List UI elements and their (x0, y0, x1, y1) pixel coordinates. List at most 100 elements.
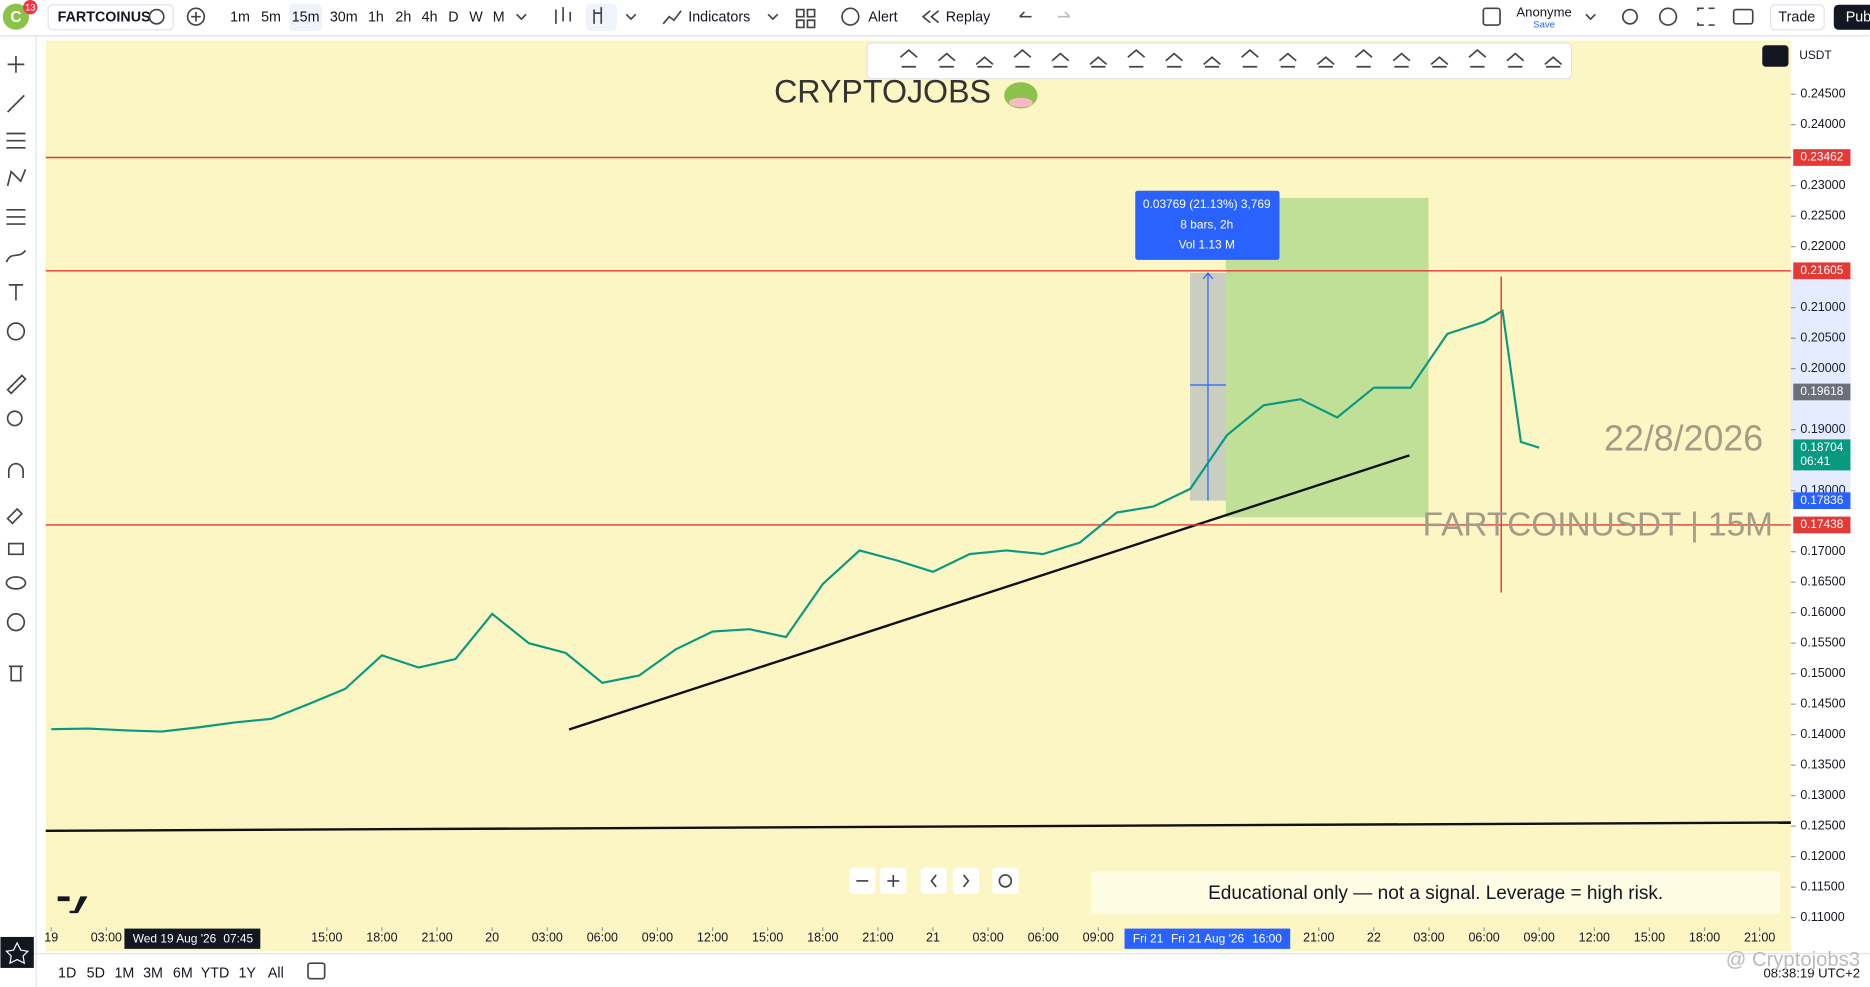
interval[interactable]: D (448, 10, 458, 26)
layout-icon[interactable] (1482, 7, 1501, 26)
range-button[interactable]: All (268, 966, 284, 982)
scroll-left[interactable] (920, 867, 947, 895)
currency[interactable]: USDT (1799, 48, 1831, 62)
y-tick-label: 0.11500 (1800, 879, 1844, 893)
alert-icon (841, 7, 860, 26)
interval[interactable]: 1m (230, 10, 250, 26)
alert[interactable]: Alert (868, 10, 897, 26)
tool-icon[interactable] (1165, 52, 1184, 68)
tool-icon[interactable] (1051, 52, 1070, 68)
tree-tool[interactable] (6, 613, 26, 632)
interval[interactable]: W (469, 10, 483, 26)
bars-icon[interactable] (555, 7, 572, 24)
disclaimer-box (1091, 871, 1781, 915)
account[interactable]: Anonyme (1516, 5, 1571, 20)
brush-tool[interactable] (5, 249, 27, 263)
range-button[interactable]: 6M (173, 966, 193, 982)
lock-tool[interactable] (7, 542, 24, 556)
text-tool[interactable] (8, 284, 24, 301)
tool-icon[interactable] (899, 48, 918, 68)
interval[interactable]: M (493, 10, 505, 26)
symbol-box[interactable] (47, 4, 174, 31)
tool-icon[interactable] (1127, 48, 1146, 68)
undo[interactable] (1019, 11, 1032, 18)
x-tick-label: 12:00 (697, 930, 728, 944)
tool-icon[interactable] (1089, 56, 1108, 68)
interval[interactable]: 4h (422, 10, 438, 26)
level-label-box (1793, 149, 1851, 166)
tool-icon[interactable] (975, 56, 994, 68)
ruler-tool[interactable] (6, 374, 27, 395)
fullscreen-icon[interactable] (1697, 7, 1715, 26)
interval[interactable]: 5m (261, 10, 281, 26)
interval[interactable]: 1h (368, 10, 384, 26)
scroll-right[interactable] (952, 867, 980, 895)
zoom-tool[interactable] (6, 410, 23, 427)
publish-button[interactable] (1833, 4, 1870, 30)
range-button[interactable]: 5D (87, 966, 105, 982)
hide-tool[interactable] (5, 576, 27, 590)
magnet-tool[interactable] (7, 462, 24, 479)
tool-icon[interactable] (1468, 48, 1487, 68)
redo[interactable] (1057, 11, 1071, 18)
tool-icon[interactable] (1392, 52, 1411, 68)
search-icon[interactable] (1621, 8, 1638, 25)
templates-icon[interactable] (795, 8, 816, 29)
indicators-more[interactable] (767, 13, 779, 21)
forecast-tool[interactable] (6, 208, 26, 225)
trade-button[interactable] (1770, 4, 1825, 31)
range-button[interactable]: 1Y (238, 966, 256, 982)
x-tick-label: 21 (926, 930, 940, 944)
avatar[interactable] (2, 3, 30, 30)
indicators[interactable]: Indicators (688, 10, 750, 26)
tool-icon[interactable] (1203, 56, 1221, 68)
account-more[interactable] (1585, 13, 1596, 21)
add-symbol[interactable] (186, 7, 206, 26)
measure-label: 0.03769 (21.13%) 3,769 (1143, 197, 1271, 211)
crosshair-tool[interactable] (7, 56, 25, 73)
reset[interactable] (992, 867, 1019, 895)
y-tick-label: 0.24000 (1800, 117, 1845, 131)
fib-tool[interactable] (6, 132, 26, 149)
delete-tool[interactable] (8, 665, 24, 682)
drawing-mode[interactable] (6, 507, 24, 525)
pattern-tool[interactable] (6, 168, 27, 187)
interval[interactable]: 30m (330, 10, 358, 26)
tool-icon[interactable] (1241, 48, 1259, 68)
interval[interactable]: 2h (395, 10, 411, 26)
emoji-tool[interactable] (6, 322, 26, 341)
range-button[interactable]: 1M (114, 966, 134, 982)
range-button[interactable]: 1D (58, 966, 76, 982)
range-button[interactable]: 3M (143, 966, 163, 982)
chart-type-more[interactable] (625, 13, 637, 21)
level-label-box (1793, 516, 1851, 534)
date-range-icon[interactable] (307, 962, 326, 980)
save[interactable]: Save (1533, 20, 1555, 31)
tool-icon[interactable] (1430, 56, 1449, 68)
tool-icon[interactable] (937, 52, 956, 68)
tool-icon[interactable] (1278, 52, 1297, 68)
left-arrow (930, 874, 937, 888)
y-tick-label: 0.22500 (1800, 208, 1845, 222)
interval[interactable]: 15m (292, 10, 320, 26)
floating-tools: USDT (899, 45, 1832, 68)
currency-box[interactable] (1762, 45, 1789, 67)
x-tick-label: 15:00 (1634, 930, 1665, 944)
tool-icon[interactable] (1354, 48, 1373, 68)
range-button[interactable]: YTD (201, 966, 230, 982)
tool-icon[interactable] (1316, 56, 1335, 68)
price-label: 0.17836 (1800, 493, 1843, 507)
level-label: 0.21605 (1800, 263, 1843, 277)
line-tool[interactable] (7, 94, 25, 113)
tool-icon[interactable] (1506, 52, 1525, 68)
settings-icon[interactable] (1658, 7, 1678, 26)
chart: 0.24500 0.24000 0.23000 0.22500 0.22000 0.210… (44, 87, 1851, 949)
clock: 08:38:19 UTC+2 (1763, 965, 1860, 980)
tool-icon[interactable] (1013, 48, 1032, 68)
y-tick-label: 0.19000 (1800, 422, 1845, 436)
replay[interactable]: Replay (946, 10, 991, 26)
snapshot-icon[interactable] (1732, 8, 1754, 25)
tool-icon[interactable] (1544, 56, 1563, 68)
interval-more[interactable] (516, 13, 527, 21)
